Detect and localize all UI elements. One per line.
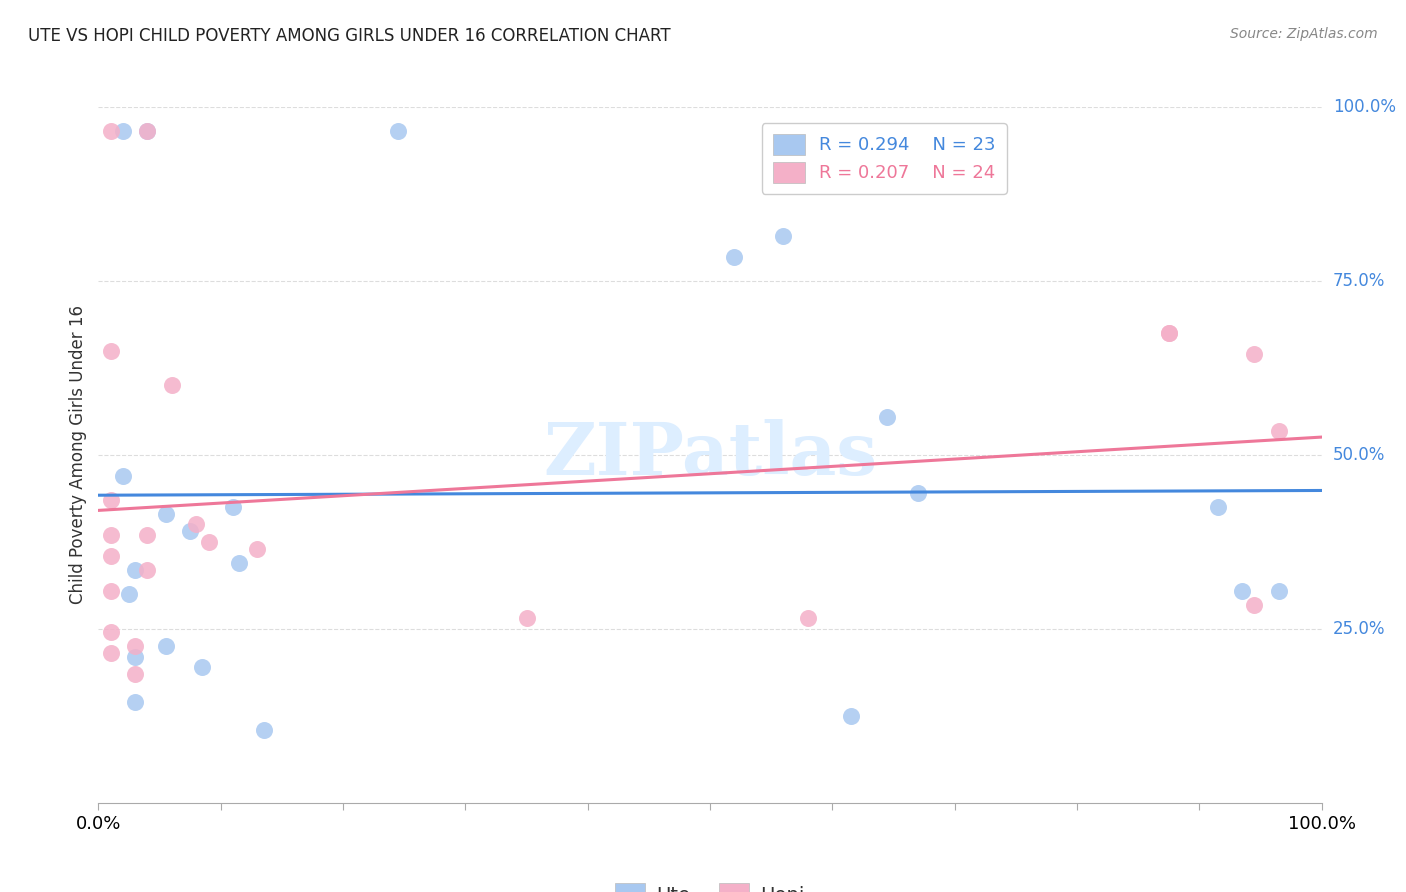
Point (1157, 326, 1180, 340)
Point (136, 528, 159, 542)
Point (1243, 598, 1265, 612)
Point (100, 549, 122, 563)
Point (136, 563, 159, 577)
Point (907, 486, 929, 500)
Point (246, 541, 269, 556)
Y-axis label: Child Poverty Among Girls Under 16: Child Poverty Among Girls Under 16 (69, 305, 87, 605)
Point (124, 639, 146, 653)
Legend: Ute, Hopi: Ute, Hopi (607, 875, 813, 892)
Point (136, 124, 159, 138)
Point (515, 611, 537, 625)
Point (839, 708, 862, 723)
Point (160, 378, 183, 392)
Point (100, 528, 122, 542)
Point (1268, 424, 1291, 438)
Point (222, 500, 245, 514)
Text: Source: ZipAtlas.com: Source: ZipAtlas.com (1230, 27, 1378, 41)
Point (124, 667, 146, 681)
Point (723, 250, 745, 264)
Point (387, 124, 409, 138)
Point (124, 649, 146, 664)
Point (191, 660, 214, 674)
Point (124, 563, 146, 577)
Point (1243, 347, 1265, 361)
Point (155, 507, 177, 521)
Point (100, 124, 122, 138)
Text: 25.0%: 25.0% (1333, 620, 1385, 638)
Point (1206, 500, 1229, 514)
Text: 50.0%: 50.0% (1333, 446, 1385, 464)
Text: 75.0%: 75.0% (1333, 272, 1385, 290)
Point (1157, 326, 1180, 340)
Point (1230, 583, 1253, 598)
Point (186, 517, 208, 532)
Point (155, 639, 177, 653)
Point (100, 583, 122, 598)
Point (118, 587, 141, 601)
Point (111, 468, 134, 483)
Point (252, 723, 274, 737)
Point (100, 625, 122, 640)
Point (876, 409, 898, 424)
Text: UTE VS HOPI CHILD POVERTY AMONG GIRLS UNDER 16 CORRELATION CHART: UTE VS HOPI CHILD POVERTY AMONG GIRLS UN… (28, 27, 671, 45)
Point (179, 524, 201, 539)
Point (111, 124, 134, 138)
Text: ZIPatlas: ZIPatlas (543, 419, 877, 491)
Point (228, 556, 250, 570)
Point (100, 646, 122, 660)
Point (100, 343, 122, 358)
Point (124, 695, 146, 709)
Text: 100.0%: 100.0% (1333, 98, 1396, 116)
Point (772, 228, 794, 243)
Point (797, 611, 820, 625)
Point (1268, 583, 1291, 598)
Point (197, 535, 219, 549)
Point (136, 124, 159, 138)
Point (100, 493, 122, 508)
